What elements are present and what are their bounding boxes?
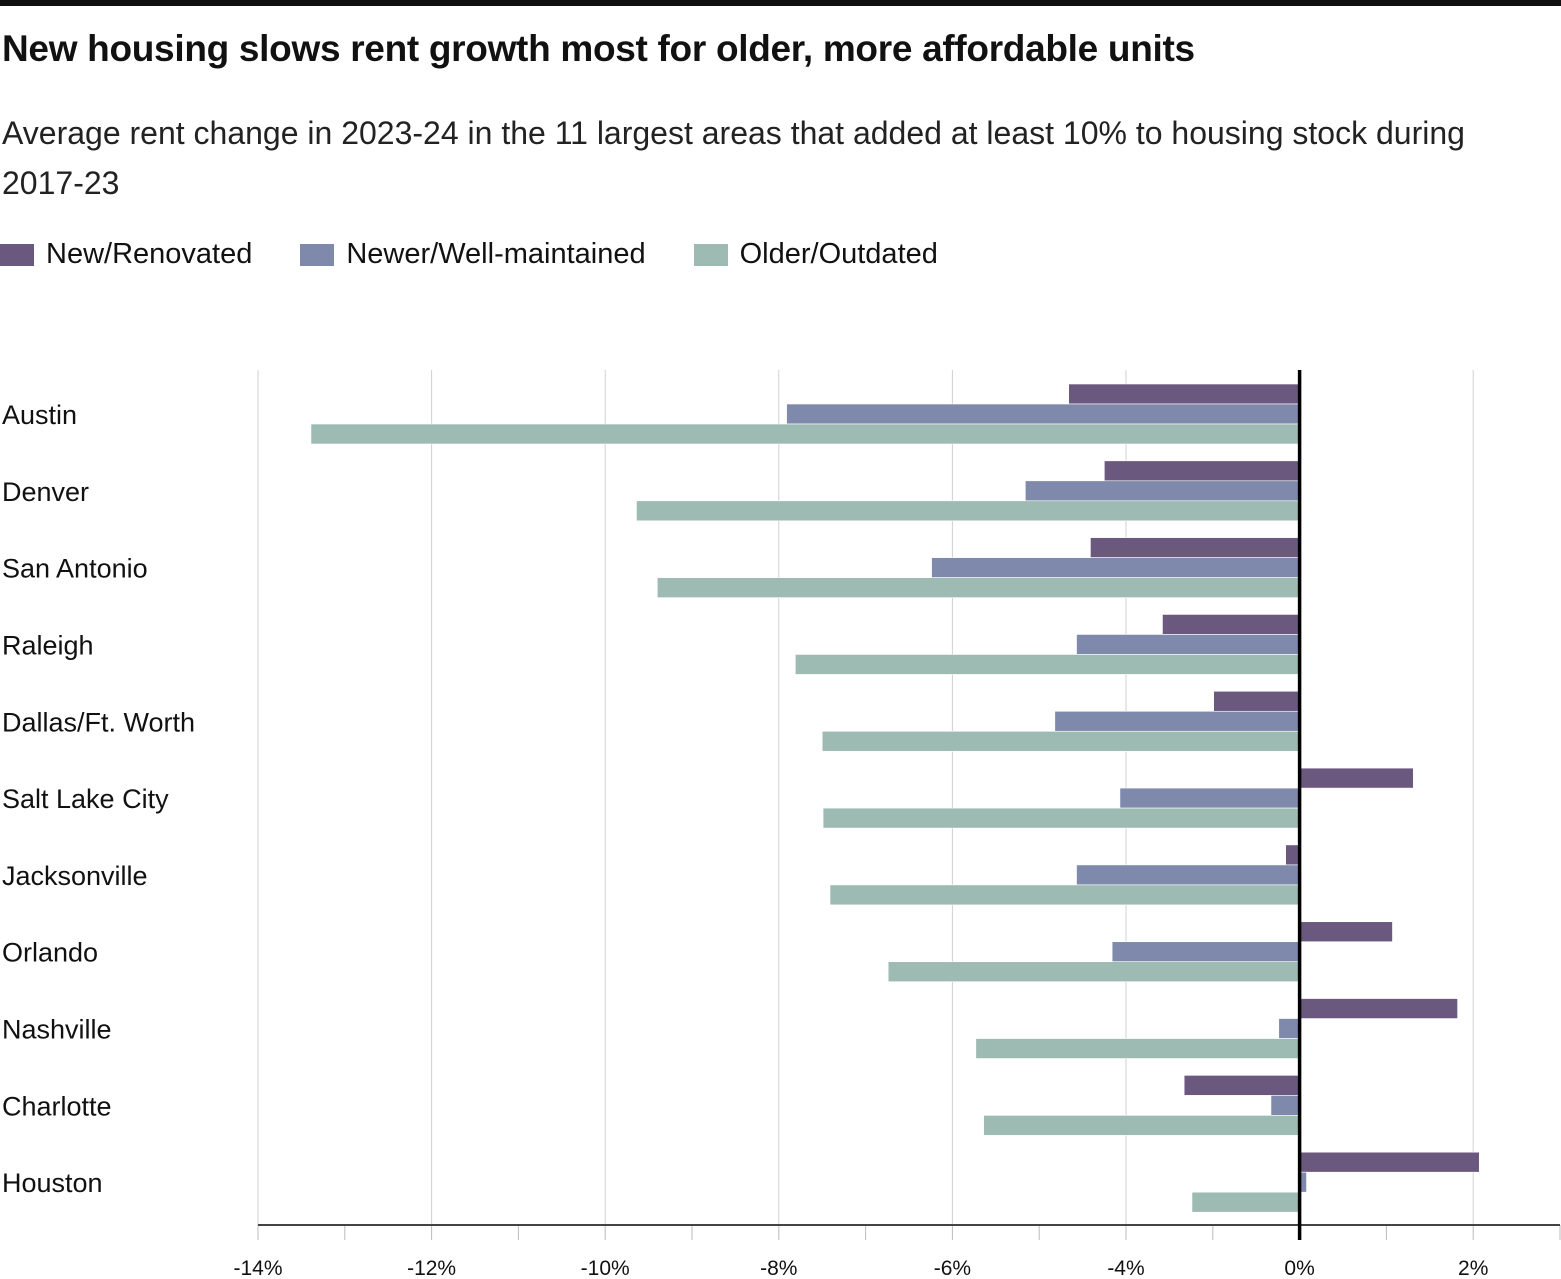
bar-new-renovated (1299, 767, 1414, 789)
bar-new-renovated (1213, 690, 1300, 712)
bar-older-outdated (1191, 1191, 1300, 1213)
x-tick-label: -4% (1107, 1257, 1144, 1279)
top-rule (0, 0, 1561, 6)
bar-newer-well-maintained (1054, 710, 1300, 732)
bar-older-outdated (636, 500, 1300, 522)
category-label: Orlando (2, 938, 98, 968)
category-label: Austin (2, 400, 77, 430)
legend-label: Older/Outdated (739, 238, 938, 270)
category-label: Salt Lake City (2, 784, 169, 814)
x-tick-label: 2% (1458, 1257, 1488, 1279)
bar-older-outdated (887, 961, 1300, 983)
bar-newer-well-maintained (1076, 864, 1300, 886)
legend: New/Renovated Newer/Well-maintained Olde… (0, 238, 986, 271)
bar-new-renovated (1068, 383, 1300, 405)
legend-label: Newer/Well-maintained (346, 238, 646, 270)
chart-subtitle: Average rent change in 2023-24 in the 11… (2, 115, 1465, 201)
x-tick-label: -12% (407, 1257, 456, 1279)
category-label: Dallas/Ft. Worth (2, 707, 195, 737)
x-tick-label: -6% (934, 1257, 971, 1279)
bar-older-outdated (829, 884, 1300, 906)
x-tick-label: -8% (760, 1257, 797, 1279)
legend-swatch (0, 243, 34, 266)
bar-older-outdated (794, 654, 1300, 675)
bar-older-outdated (975, 1038, 1300, 1059)
bar-newer-well-maintained (931, 557, 1300, 578)
x-tick-label: 0% (1284, 1257, 1314, 1279)
bar-older-outdated (983, 1115, 1300, 1136)
category-label: Nashville (2, 1015, 112, 1045)
category-label: Denver (2, 477, 89, 507)
bar-older-outdated (656, 577, 1300, 598)
category-label: Jacksonville (2, 861, 148, 891)
x-tick-label: -14% (233, 1257, 282, 1279)
legend-item-new: New/Renovated (0, 238, 252, 271)
bar-older-outdated (821, 730, 1300, 752)
bar-new-renovated (1299, 921, 1393, 943)
bar-older-outdated (822, 807, 1300, 829)
chart-title: New housing slows rent growth most for o… (2, 28, 1195, 69)
bar-newer-well-maintained (1111, 941, 1300, 963)
bar-newer-well-maintained (786, 403, 1300, 425)
bar-older-outdated (310, 423, 1300, 445)
bar-newer-well-maintained (1119, 787, 1300, 809)
category-label: Charlotte (2, 1091, 112, 1121)
legend-item-newer: Newer/Well-maintained (300, 238, 646, 271)
bar-new-renovated (1299, 1151, 1480, 1173)
bar-newer-well-maintained (1270, 1095, 1300, 1116)
category-label: San Antonio (2, 554, 148, 584)
bar-new-renovated (1183, 1075, 1300, 1096)
bar-newer-well-maintained (1076, 634, 1300, 655)
bar-new-renovated (1299, 998, 1458, 1019)
legend-swatch (300, 243, 335, 266)
category-label: Houston (2, 1168, 103, 1198)
bar-newer-well-maintained (1278, 1018, 1300, 1039)
legend-item-older: Older/Outdated (693, 238, 938, 271)
bar-new-renovated (1162, 614, 1300, 635)
x-tick-label: -10% (581, 1257, 630, 1279)
legend-label: New/Renovated (46, 238, 253, 270)
bar-new-renovated (1285, 844, 1300, 866)
bar-new-renovated (1090, 537, 1300, 558)
category-label: Raleigh (2, 630, 94, 660)
legend-swatch (693, 243, 728, 266)
bar-new-renovated (1104, 460, 1300, 482)
bar-newer-well-maintained (1025, 480, 1300, 502)
